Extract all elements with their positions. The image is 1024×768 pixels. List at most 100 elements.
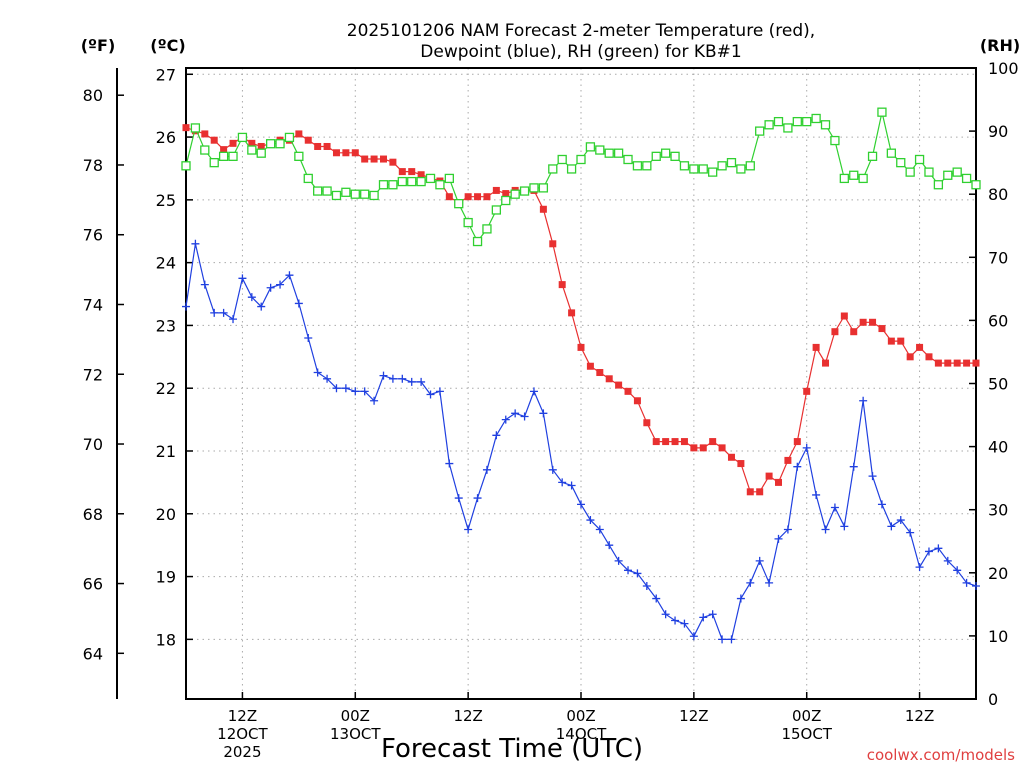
temperature-point <box>869 318 877 326</box>
temperature-point <box>944 359 952 367</box>
dewpoint-point <box>765 578 774 587</box>
temperature-point <box>539 205 547 213</box>
dewpoint-point <box>689 632 698 641</box>
temperature-point <box>361 155 369 163</box>
rh-tick-label: 20 <box>988 564 1008 583</box>
rh-point <box>529 183 539 193</box>
dewpoint-point <box>671 616 680 625</box>
dewpoint-point <box>868 472 877 481</box>
temperature-point <box>380 155 387 163</box>
temperature-point <box>972 359 980 367</box>
temperature-point <box>953 359 961 367</box>
x-tick-label: 12OCT <box>217 725 268 743</box>
dewpoint-point <box>219 308 228 317</box>
dewpoint-point <box>511 409 520 418</box>
dewpoint-point <box>417 377 426 386</box>
dewpoint-point <box>332 384 341 393</box>
dewpoint-point <box>407 377 416 386</box>
temperature-point <box>831 328 839 336</box>
dewpoint-point <box>482 465 491 474</box>
rh-point <box>849 170 859 180</box>
dewpoint-point <box>341 384 350 393</box>
temperature-point <box>605 375 613 383</box>
rh-point <box>933 180 944 190</box>
dewpoint-point <box>652 594 661 603</box>
x-tick-label: 00Z <box>792 707 821 725</box>
dewpoint-point <box>473 494 482 503</box>
rh-point <box>773 116 784 127</box>
dewpoint-point <box>793 462 802 471</box>
rh-point <box>783 123 793 133</box>
dewpoint-point <box>887 522 896 531</box>
dewpoint-point <box>661 610 670 619</box>
x-tick-label: 12Z <box>228 707 257 725</box>
x-tick-label: 2025 <box>223 743 261 761</box>
rh-point <box>717 161 727 171</box>
temperature-point <box>502 190 510 198</box>
rh-tick-label: 0 <box>988 690 998 709</box>
x-tick-label: 14OCT <box>556 725 607 743</box>
rh-point <box>482 224 492 234</box>
rh-point <box>858 173 868 184</box>
temperature-point <box>680 438 688 446</box>
dewpoint-point <box>182 302 190 311</box>
dewpoint-point <box>294 299 303 308</box>
rh-point <box>435 180 445 190</box>
rh-point <box>463 217 473 228</box>
rh-point <box>303 173 313 184</box>
rh-point <box>698 164 708 174</box>
rh-point <box>388 180 398 190</box>
temperature-point <box>652 438 660 446</box>
rh-point <box>190 123 201 133</box>
temperature-point <box>558 281 566 289</box>
dewpoint-point <box>323 374 332 383</box>
temperature-point <box>586 362 594 370</box>
temperature-point <box>925 353 933 361</box>
rh-tick-label: 30 <box>988 501 1008 520</box>
dewpoint-point <box>247 293 256 302</box>
temperature-point <box>812 343 820 351</box>
fahrenheit-tick-label: 64 <box>83 644 103 663</box>
temperature-point <box>248 139 256 147</box>
rh-point <box>181 161 191 171</box>
temperature-point <box>257 142 265 150</box>
temperature-point <box>210 136 218 144</box>
temperature-point <box>314 142 322 150</box>
dewpoint-point <box>435 387 444 396</box>
dewpoint-point <box>464 525 473 534</box>
dewpoint-point <box>896 516 905 525</box>
dewpoint-point <box>520 412 529 421</box>
chart-title-line1: 2025101206 NAM Forecast 2-meter Temperat… <box>347 21 815 41</box>
rh-tick-label: 50 <box>988 375 1008 394</box>
celsius-unit-label: (ºC) <box>150 36 185 55</box>
rh-point <box>416 176 426 187</box>
dewpoint-point <box>859 396 868 405</box>
dewpoint-point <box>614 556 623 565</box>
rh-point <box>736 164 746 174</box>
temperature-point <box>840 312 848 320</box>
rh-point <box>670 151 680 161</box>
dewpoint-point <box>802 443 811 452</box>
dewpoint-point <box>906 528 915 537</box>
dewpoint-point <box>727 635 736 644</box>
temperature-point <box>332 149 340 157</box>
dewpoint-point <box>351 387 360 396</box>
rh-point <box>689 164 699 174</box>
rh-point <box>360 189 370 199</box>
x-tick-label: 12Z <box>453 707 482 725</box>
temperature-point <box>727 453 735 461</box>
temperature-point <box>756 488 764 496</box>
rh-point <box>952 167 962 177</box>
dewpoint-point <box>567 481 576 490</box>
celsius-tick-label: 21 <box>156 442 176 461</box>
dewpoint-point <box>210 308 219 317</box>
dewpoint-point <box>680 619 689 628</box>
temperature-point <box>295 130 303 138</box>
dewpoint-point <box>962 578 971 587</box>
dewpoint-point <box>595 525 604 534</box>
rh-point <box>604 148 614 158</box>
fahrenheit-tick-label: 72 <box>83 365 103 384</box>
temperature-point <box>577 343 585 351</box>
x-axis-label: Forecast Time (UTC) <box>381 734 643 764</box>
rh-point <box>943 170 953 180</box>
